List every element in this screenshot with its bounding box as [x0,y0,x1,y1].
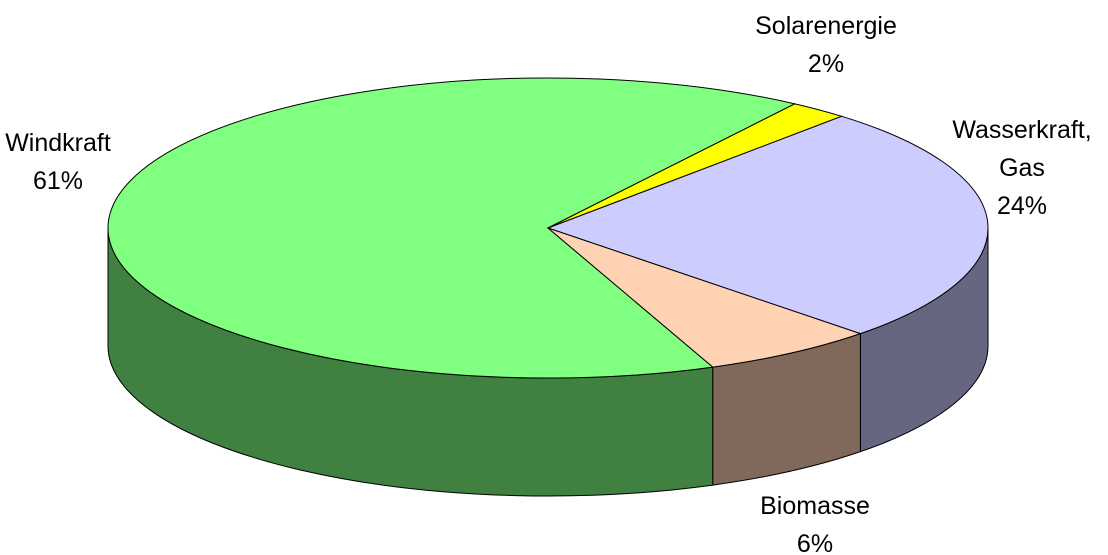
slice-name: Solarenergie [755,12,897,40]
slice-label: Biomasse 6% [760,487,870,555]
pie-slice [546,115,989,335]
slice-label: Windkraft 61% [5,124,111,200]
pie-slice [107,77,797,379]
pie-slice [547,227,862,368]
slice-value: 6% [796,530,834,555]
slice-name: Wasserkraft, Gas [952,116,1092,182]
slice-name: Windkraft [5,129,111,157]
slice-value: 24% [996,192,1048,220]
slice-value: 2% [807,50,845,78]
slice-label: Wasserkraft, Gas 24% [937,111,1107,225]
slice-value: 61% [32,167,84,195]
slice-name: Biomasse [760,492,870,520]
slice-label: Solarenergie 2% [755,7,897,83]
